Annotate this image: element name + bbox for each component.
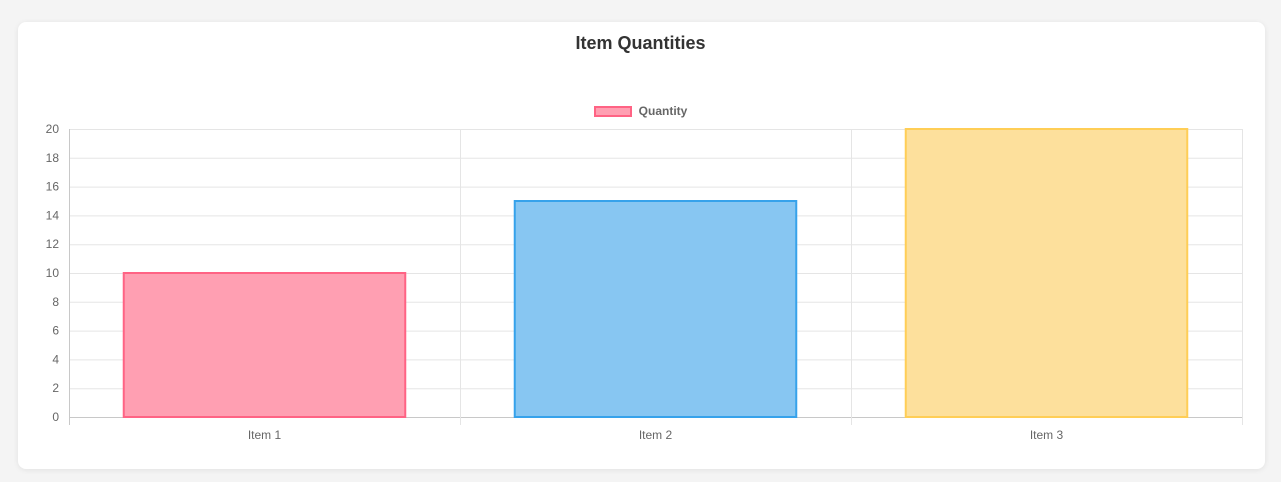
legend-label-quantity: Quantity [638,104,688,118]
y-tick-label: 8 [52,295,59,309]
y-tick-label: 14 [46,208,60,222]
x-tick-label: Item 2 [639,428,673,442]
x-tick-label: Item 3 [1030,428,1064,442]
chart-title: Item Quantities [575,33,706,53]
y-tick-label: 2 [52,381,59,395]
x-tick-label: Item 1 [248,428,282,442]
x-axis-ticks: Item 1 Item 2 Item 3 [248,428,1064,442]
y-tick-label: 12 [46,237,60,251]
y-tick-label: 4 [52,352,59,366]
y-tick-label: 18 [46,151,60,165]
y-tick-label: 16 [46,180,60,194]
y-tick-label: 20 [46,122,60,136]
y-tick-label: 6 [52,324,59,338]
y-tick-label: 0 [52,410,59,424]
bar-item-2[interactable] [513,200,798,418]
y-tick-label: 10 [46,266,60,280]
y-axis-ticks: 0 2 4 6 8 10 12 14 16 18 20 [46,122,60,424]
bar-item-3[interactable] [904,128,1189,418]
bars [122,128,1189,418]
legend-swatch [593,105,632,117]
chart-legend[interactable]: Quantity [0,104,1281,118]
bar-item-1[interactable] [122,272,407,418]
